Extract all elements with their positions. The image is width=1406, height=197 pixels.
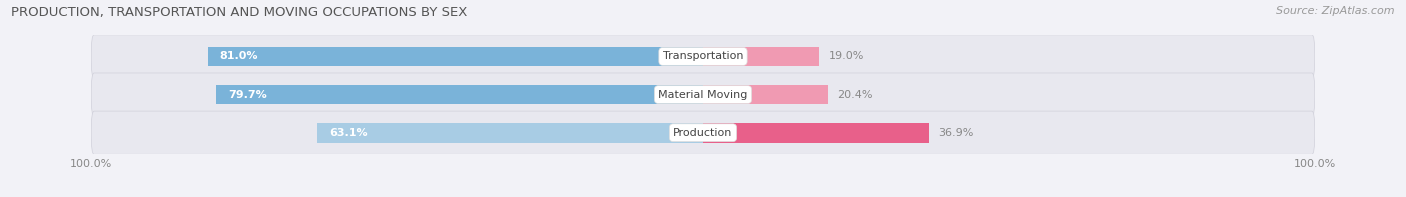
Text: Material Moving: Material Moving — [658, 90, 748, 99]
Bar — [208, 46, 703, 66]
Text: Transportation: Transportation — [662, 51, 744, 61]
Bar — [703, 85, 828, 104]
FancyBboxPatch shape — [91, 111, 1315, 154]
Text: PRODUCTION, TRANSPORTATION AND MOVING OCCUPATIONS BY SEX: PRODUCTION, TRANSPORTATION AND MOVING OC… — [11, 6, 468, 19]
Text: 36.9%: 36.9% — [938, 128, 973, 138]
Text: 81.0%: 81.0% — [219, 51, 259, 61]
Text: 63.1%: 63.1% — [329, 128, 368, 138]
Bar — [318, 123, 703, 143]
Text: Production: Production — [673, 128, 733, 138]
Text: 19.0%: 19.0% — [828, 51, 863, 61]
Bar — [215, 85, 703, 104]
FancyBboxPatch shape — [91, 73, 1315, 116]
Text: Source: ZipAtlas.com: Source: ZipAtlas.com — [1277, 6, 1395, 16]
FancyBboxPatch shape — [91, 35, 1315, 78]
Bar — [703, 123, 929, 143]
Text: 79.7%: 79.7% — [228, 90, 267, 99]
Bar — [703, 46, 820, 66]
Text: 20.4%: 20.4% — [837, 90, 873, 99]
